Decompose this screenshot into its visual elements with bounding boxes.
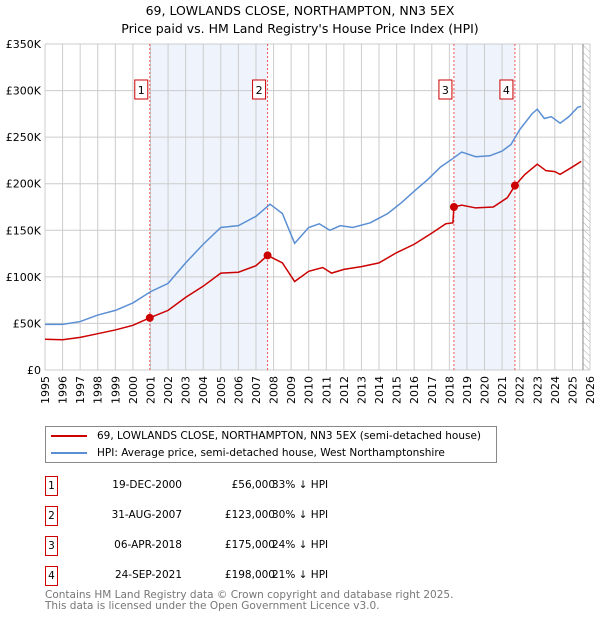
legend-label: 69, LOWLANDS CLOSE, NORTHAMPTON, NN3 5EX… [97, 430, 482, 442]
chart-title: 69, LOWLANDS CLOSE, NORTHAMPTON, NN3 5EX [145, 3, 455, 18]
x-tick-label: 2008 [268, 376, 281, 404]
sale-date: 24-SEP-2021 [114, 569, 182, 581]
footer-line-1: Contains HM Land Registry data © Crown c… [45, 589, 454, 601]
x-tick-label: 1996 [57, 376, 70, 404]
sale-price: £123,000 [224, 509, 275, 521]
x-tick-label: 2021 [496, 376, 509, 404]
sale-label: 2 [256, 84, 263, 97]
sale-label-box [499, 79, 514, 100]
sale-date: 06-APR-2018 [114, 539, 182, 551]
y-tick-label: £250K [6, 131, 42, 144]
x-tick-label: 2004 [197, 376, 210, 404]
sale-label: 1 [138, 84, 145, 97]
x-tick-label: 2019 [461, 376, 474, 404]
legend-label: HPI: Average price, semi-detached house,… [97, 447, 445, 459]
sale-hpi-diff: 33% ↓ HPI [272, 479, 329, 491]
x-tick-label: 1999 [109, 376, 122, 404]
legend-item-property: 69, LOWLANDS CLOSE, NORTHAMPTON, NN3 5EX… [46, 428, 481, 444]
sale-point [145, 313, 154, 322]
sale-point [449, 203, 458, 211]
series-line [45, 105, 582, 326]
x-tick-label: 2011 [320, 376, 333, 404]
legend: 69, LOWLANDS CLOSE, NORTHAMPTON, NN3 5EX… [45, 426, 497, 463]
legend-swatch-blue [51, 452, 87, 454]
footer: Contains HM Land Registry data © Crown c… [45, 590, 453, 612]
y-tick-label: £350K [6, 38, 42, 51]
sale-label: 3 [442, 84, 449, 97]
forecast-hatch [582, 44, 590, 370]
x-tick-label: 2010 [303, 376, 316, 404]
sale-price: £175,000 [224, 539, 275, 551]
x-tick-label: 2016 [408, 376, 421, 404]
x-tick-label: 2001 [144, 376, 157, 404]
x-tick-label: 1997 [74, 376, 87, 404]
x-tick-label: 2000 [127, 376, 140, 404]
sale-point [263, 251, 272, 260]
x-tick-label: 2025 [566, 376, 579, 404]
x-tick-label: 2026 [584, 376, 597, 404]
x-tick-label: 2005 [215, 376, 228, 404]
sale-number-badge: 4 [45, 566, 58, 586]
legend-swatch-red [51, 435, 87, 437]
y-tick-label: £0 [27, 364, 41, 377]
x-tick-label: 1998 [92, 376, 105, 404]
sale-date: 31-AUG-2007 [111, 509, 182, 521]
x-tick-label: 1995 [39, 376, 52, 404]
x-tick-label: 2006 [232, 376, 245, 404]
sale-hpi-diff: 30% ↓ HPI [272, 509, 329, 521]
y-tick-label: £200K [6, 178, 42, 191]
legend-item-hpi: HPI: Average price, semi-detached house,… [46, 445, 445, 461]
sale-number-badge: 1 [45, 476, 58, 496]
y-tick-label: £50K [13, 317, 42, 330]
x-tick-label: 2007 [250, 376, 263, 404]
sale-row: 4 24-SEP-2021 £198,000 21% ↓ HPI [45, 566, 545, 586]
x-tick-label: 2002 [162, 376, 175, 404]
x-tick-label: 2018 [443, 376, 456, 404]
x-tick-label: 2009 [285, 376, 298, 404]
price-chart: 1995 1996 1997 1998 1999 2000 2001 2002 2003 2004… [6, 38, 597, 404]
sale-label-box [438, 79, 453, 100]
sale-price: £198,000 [224, 569, 275, 581]
sale-number-badge: 3 [45, 536, 58, 556]
sale-row: 3 06-APR-2018 £175,000 24% ↓ HPI [45, 536, 545, 556]
sale-price: £56,000 [231, 479, 275, 491]
series-line [44, 160, 582, 341]
sale-label: 4 [503, 84, 510, 97]
sale-row: 1 19-DEC-2000 £56,000 33% ↓ HPI [45, 476, 545, 496]
x-tick-label: 2003 [180, 376, 193, 404]
sale-row: 2 31-AUG-2007 £123,000 30% ↓ HPI [45, 506, 545, 526]
x-tick-label: 2020 [479, 376, 492, 404]
x-tick-label: 2017 [426, 376, 439, 404]
y-tick-label: £100K [6, 271, 42, 284]
sale-hpi-diff: 24% ↓ HPI [272, 539, 329, 551]
sale-label-box [134, 79, 149, 100]
x-tick-label: 2014 [373, 376, 386, 404]
shaded-period [149, 44, 268, 370]
sale-hpi-diff: 21% ↓ HPI [272, 569, 329, 581]
sale-label-box [252, 79, 267, 100]
footer-line-2: This data is licensed under the Open Gov… [45, 600, 380, 612]
x-tick-label: 2012 [338, 376, 351, 404]
x-tick-label: 2015 [391, 376, 404, 404]
sale-point [510, 181, 519, 190]
chart-subtitle: Price paid vs. HM Land Registry's House … [121, 21, 479, 36]
x-tick-label: 2023 [531, 376, 544, 404]
x-tick-label: 2022 [514, 376, 527, 404]
sale-number-badge: 2 [45, 506, 58, 526]
x-tick-label: 2013 [355, 376, 368, 404]
x-tick-label: 2024 [549, 376, 562, 404]
y-tick-label: £150K [6, 224, 42, 237]
sale-date: 19-DEC-2000 [112, 479, 182, 491]
y-tick-label: £300K [6, 85, 42, 98]
